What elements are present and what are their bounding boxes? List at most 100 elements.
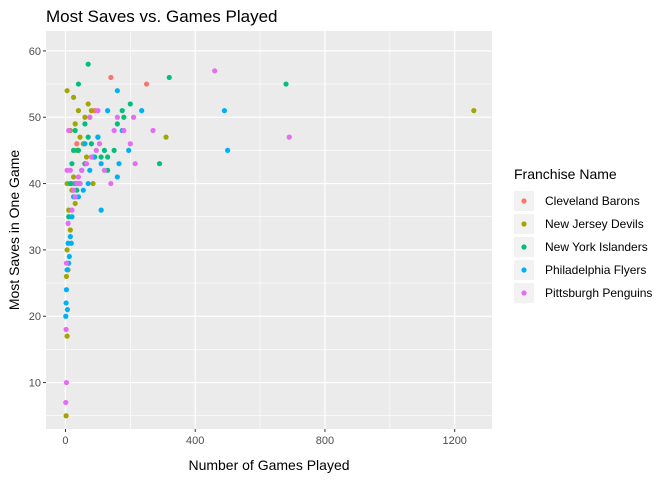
point-pittsburgh-penguins (83, 161, 90, 167)
point-philadelphia-flyers (98, 161, 104, 167)
legend-label-cleveland-barons: Cleveland Barons (545, 194, 640, 208)
point-pittsburgh-penguins (69, 207, 75, 213)
point-new-york-islanders (105, 154, 111, 160)
point-philadelphia-flyers (221, 108, 227, 114)
point-new-york-islanders (75, 81, 82, 87)
point-philadelphia-flyers (63, 300, 69, 306)
major-gridlines (46, 31, 492, 429)
x-axis-ticks: 0 400 800 1200 (62, 429, 467, 447)
point-pittsburgh-penguins (96, 141, 103, 147)
point-pittsburgh-penguins (130, 114, 137, 120)
legend-title: Franchise Name (514, 166, 617, 182)
point-new-york-islanders (166, 74, 172, 81)
y-axis-title: Most Saves in One Game (6, 150, 22, 311)
point-new-york-islanders (70, 147, 77, 153)
x-tick-label: 1200 (442, 435, 466, 447)
point-pittsburgh-penguins (63, 379, 70, 386)
point-pittsburgh-penguins (63, 326, 69, 333)
point-new-jersey-devils (70, 174, 77, 180)
legend-marker-philadelphia-flyers (521, 267, 527, 273)
point-new-york-islanders (82, 121, 88, 127)
point-pittsburgh-penguins (64, 167, 70, 173)
chart-title: Most Saves vs. Games Played (46, 7, 277, 26)
point-pittsburgh-penguins (121, 127, 127, 134)
legend-marker-new-york-islanders (521, 244, 527, 250)
point-philadelphia-flyers (63, 287, 70, 293)
point-new-jersey-devils (72, 200, 78, 207)
point-pittsburgh-penguins (74, 180, 80, 187)
point-pittsburgh-penguins (93, 147, 99, 153)
point-new-jersey-devils (85, 101, 91, 107)
point-new-york-islanders (127, 101, 133, 107)
point-pittsburgh-penguins (101, 167, 107, 173)
point-philadelphia-flyers (139, 108, 145, 114)
y-tick-label: 10 (29, 378, 41, 390)
point-new-york-islanders (111, 147, 117, 153)
point-new-york-islanders (114, 121, 120, 127)
x-tick-label: 0 (62, 435, 68, 447)
point-philadelphia-flyers (64, 267, 70, 273)
point-philadelphia-flyers (95, 134, 101, 140)
point-pittsburgh-penguins (63, 399, 69, 406)
point-philadelphia-flyers (116, 161, 122, 167)
point-new-jersey-devils (77, 134, 83, 140)
legend: Franchise Name Cleveland Barons New Jerse… (514, 166, 652, 303)
x-tick-label: 400 (186, 435, 204, 447)
point-cleveland-barons (74, 141, 80, 147)
point-philadelphia-flyers (64, 307, 71, 313)
legend-marker-cleveland-barons (521, 198, 527, 204)
legend-label-pittsburgh-penguins: Pittsburgh Penguins (545, 286, 652, 300)
point-new-jersey-devils (163, 134, 169, 140)
point-pittsburgh-penguins (127, 141, 133, 147)
point-new-york-islanders (85, 134, 91, 140)
point-philadelphia-flyers (105, 108, 111, 114)
point-cleveland-barons (143, 81, 150, 87)
legend-label-philadelphia-flyers: Philadelphia Flyers (545, 263, 646, 277)
point-new-york-islanders (69, 161, 75, 167)
point-philadelphia-flyers (114, 88, 120, 94)
x-axis-title: Number of Games Played (188, 457, 349, 473)
point-new-york-islanders (72, 127, 78, 134)
point-pittsburgh-penguins (114, 114, 120, 120)
data-points (63, 61, 477, 419)
y-tick-label: 40 (29, 179, 41, 191)
point-new-york-islanders (101, 147, 107, 153)
point-philadelphia-flyers (98, 207, 104, 213)
point-new-york-islanders (119, 108, 125, 114)
point-philadelphia-flyers (87, 167, 93, 173)
point-pittsburgh-penguins (70, 187, 77, 193)
point-new-jersey-devils (64, 88, 70, 94)
point-pittsburgh-penguins (108, 180, 114, 187)
point-new-york-islanders (283, 81, 289, 87)
point-new-jersey-devils (70, 94, 77, 100)
point-new-york-islanders (85, 61, 91, 67)
point-new-york-islanders (67, 180, 73, 187)
legend-marker-new-jersey-devils (521, 221, 527, 227)
point-philadelphia-flyers (66, 253, 72, 260)
minor-gridlines (46, 31, 492, 429)
point-pittsburgh-penguins (65, 220, 71, 226)
point-pittsburgh-penguins (75, 174, 82, 180)
point-pittsburgh-penguins (72, 194, 78, 200)
point-new-york-islanders (156, 161, 163, 167)
point-philadelphia-flyers (80, 187, 86, 193)
point-new-jersey-devils (471, 108, 477, 114)
y-tick-label: 30 (29, 245, 41, 257)
point-new-jersey-devils (83, 154, 90, 160)
point-philadelphia-flyers (68, 240, 74, 246)
point-new-jersey-devils (63, 273, 70, 280)
point-new-york-islanders (121, 114, 127, 120)
point-new-jersey-devils (64, 247, 70, 253)
point-pittsburgh-penguins (150, 127, 156, 134)
x-tick-label: 800 (316, 435, 334, 447)
point-new-jersey-devils (82, 114, 88, 120)
point-pittsburgh-penguins (95, 108, 101, 114)
plot-panel (46, 31, 492, 429)
point-pittsburgh-penguins (79, 167, 85, 173)
point-philadelphia-flyers (225, 147, 231, 153)
y-tick-label: 50 (29, 112, 41, 124)
point-cleveland-barons (108, 74, 114, 81)
point-philadelphia-flyers (126, 147, 132, 153)
point-pittsburgh-penguins (111, 127, 117, 134)
point-new-jersey-devils (88, 108, 95, 114)
